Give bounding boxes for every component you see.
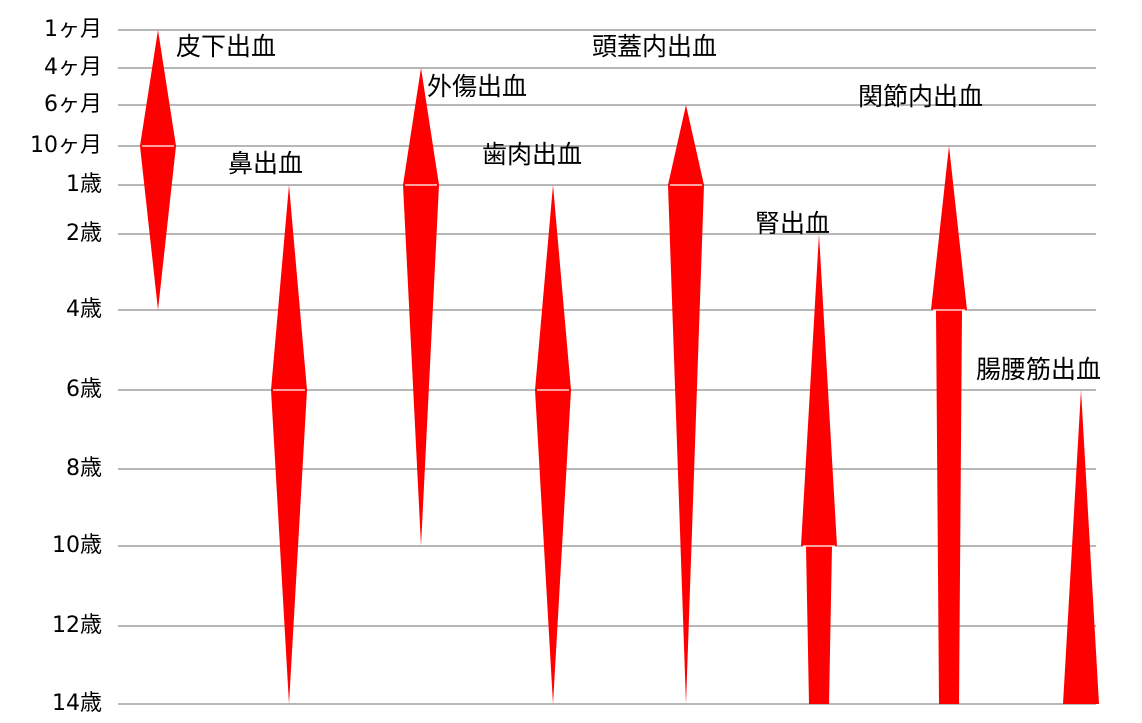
range-mark	[801, 234, 837, 704]
grid-lines	[118, 29, 1096, 705]
category-label: 腎出血	[755, 209, 830, 238]
range-mark	[535, 185, 571, 704]
category-label: 頭蓋内出血	[592, 32, 717, 61]
range-mark	[403, 68, 439, 546]
range-mark	[140, 30, 176, 310]
range-mark	[1063, 390, 1099, 704]
y-tick-label: 14歳	[52, 691, 102, 716]
category-label: 関節内出血	[858, 82, 983, 111]
y-tick-label: 8歳	[66, 456, 102, 481]
y-tick-label: 4ヶ月	[44, 55, 102, 80]
y-tick-label: 6ヶ月	[44, 92, 102, 117]
y-tick-label: 1歳	[66, 172, 102, 197]
y-tick-label: 1ヶ月	[44, 17, 102, 42]
y-tick-label: 10ヶ月	[30, 133, 102, 158]
y-axis-tick-labels: 1ヶ月 4ヶ月 6ヶ月 10ヶ月 1歳 2歳 4歳 6歳 8歳 10歳 12歳 14歳	[30, 17, 102, 716]
range-mark	[668, 105, 704, 704]
y-tick-label: 2歳	[66, 221, 102, 246]
y-tick-label: 10歳	[52, 533, 102, 558]
range-mark	[931, 146, 967, 704]
category-label: 腸腰筋出血	[976, 355, 1101, 384]
range-marks	[140, 30, 1099, 704]
y-tick-label: 4歳	[66, 297, 102, 322]
y-tick-label: 12歳	[52, 613, 102, 638]
range-mark	[271, 185, 307, 704]
category-label: 歯肉出血	[482, 140, 582, 169]
category-label: 外傷出血	[427, 72, 527, 101]
y-tick-label: 6歳	[66, 377, 102, 402]
category-label: 皮下出血	[176, 32, 276, 61]
category-label: 鼻出血	[228, 149, 303, 178]
